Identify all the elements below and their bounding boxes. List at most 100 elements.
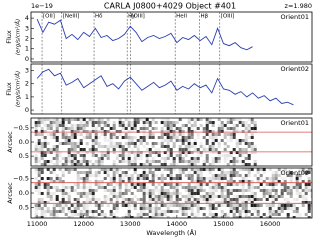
pixel: [67, 198, 71, 201]
pixel: [166, 189, 170, 192]
pixel: [208, 204, 212, 207]
pixel: [187, 142, 191, 145]
pixel: [46, 148, 50, 151]
pixel: [52, 213, 56, 216]
pixel: [193, 145, 197, 148]
pixel: [268, 183, 272, 186]
pixel: [109, 183, 113, 186]
pixel: [61, 207, 65, 210]
pixel: [178, 127, 182, 130]
pixel: [139, 210, 143, 213]
pixel: [280, 177, 284, 180]
pixel: [157, 195, 161, 198]
y-tick-label: 0.5: [19, 204, 29, 212]
pixel: [181, 213, 185, 216]
pixel: [232, 163, 236, 166]
pixel: [139, 204, 143, 207]
pixel: [70, 136, 74, 139]
pixel: [67, 121, 71, 124]
pixel: [169, 168, 173, 171]
pixel: [106, 198, 110, 201]
plot-area: [31, 168, 312, 218]
pixel: [49, 171, 53, 174]
pixel: [280, 192, 284, 195]
pixel: [109, 180, 113, 183]
pixel: [46, 177, 50, 180]
pixel: [70, 130, 74, 133]
plot-area: [36, 64, 294, 114]
pixel: [154, 154, 158, 157]
pixel: [85, 121, 89, 124]
pixel: [67, 207, 71, 210]
pixel: [127, 133, 131, 136]
pixel: [274, 171, 278, 174]
pixel: [202, 136, 206, 139]
y-tick-label: 2: [25, 80, 29, 88]
pixel: [109, 213, 113, 216]
pixel: [166, 157, 170, 160]
pixel: [40, 180, 44, 183]
pixel: [217, 124, 221, 127]
pixel: [82, 124, 86, 127]
pixel: [274, 210, 278, 213]
pixel: [127, 118, 131, 121]
pixel: [37, 168, 41, 171]
pixel: [286, 204, 290, 207]
pixel: [160, 201, 164, 204]
pixel: [124, 136, 128, 139]
pixel: [208, 213, 212, 216]
pixel: [40, 177, 44, 180]
pixel: [43, 142, 47, 145]
pixel: [187, 163, 191, 166]
pixel: [241, 130, 245, 133]
pixel: [205, 183, 209, 186]
pixel: [43, 130, 47, 133]
pixel: [46, 163, 50, 166]
pixel: [37, 207, 41, 210]
pixel: [196, 183, 200, 186]
pixel: [205, 168, 209, 171]
pixel: [82, 183, 86, 186]
pixel: [223, 145, 227, 148]
pixel: [247, 180, 251, 183]
pixel: [73, 160, 77, 163]
pixel: [235, 207, 239, 210]
pixel: [160, 145, 164, 148]
pixel: [295, 207, 299, 210]
pixel: [268, 207, 272, 210]
pixel: [88, 201, 92, 204]
pixel: [280, 204, 284, 207]
pixel: [247, 163, 251, 166]
pixel: [208, 201, 212, 204]
pixel: [85, 160, 89, 163]
pixel: [217, 127, 221, 130]
pixel: [109, 127, 113, 130]
pixel: [184, 148, 188, 151]
pixel: [157, 216, 161, 218]
pixel: [130, 139, 134, 142]
pixel: [55, 160, 59, 163]
pixel: [247, 136, 251, 139]
pixel: [211, 124, 215, 127]
pixel: [133, 183, 137, 186]
pixel: [109, 168, 113, 171]
pixel: [286, 198, 290, 201]
pixel: [115, 154, 119, 157]
pixel: [214, 133, 218, 136]
pixel: [151, 216, 155, 218]
pixel: [157, 177, 161, 180]
pixel: [178, 151, 182, 154]
pixel: [94, 154, 98, 157]
pixel: [241, 204, 245, 207]
pixel: [283, 198, 287, 201]
pixel: [103, 195, 107, 198]
pixel: [127, 124, 131, 127]
pixel: [211, 198, 215, 201]
pixel: [88, 174, 92, 177]
pixel: [157, 213, 161, 216]
pixel: [91, 127, 95, 130]
pixel: [184, 168, 188, 171]
pixel: [64, 168, 68, 171]
pixel: [79, 118, 83, 121]
pixel: [247, 127, 251, 130]
